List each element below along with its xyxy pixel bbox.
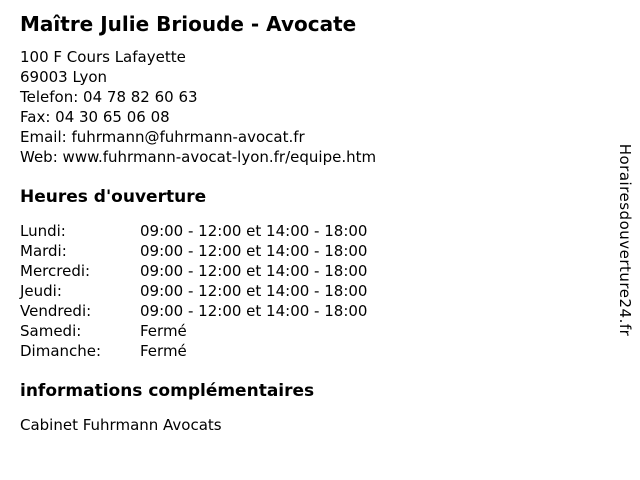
time-value: Fermé — [140, 322, 187, 340]
web-line: Web: www.fuhrmann-avocat-lyon.fr/equipe.… — [20, 147, 600, 167]
site-watermark: Horairesdouverture24.fr — [616, 143, 634, 337]
contact-block: 100 F Cours Lafayette 69003 Lyon Telefon… — [20, 47, 600, 167]
time-value: 09:00 - 12:00 et 14:00 - 18:00 — [140, 282, 368, 300]
time-value: Fermé — [140, 342, 187, 360]
hours-row-monday: Lundi: 09:00 - 12:00 et 14:00 - 18:00 — [20, 221, 600, 241]
opening-hours-heading: Heures d'ouverture — [20, 187, 207, 207]
day-label: Vendredi: — [20, 302, 92, 320]
additional-info-text: Cabinet Fuhrmann Avocats — [20, 416, 222, 434]
hours-row-wednesday: Mercredi: 09:00 - 12:00 et 14:00 - 18:00 — [20, 261, 600, 281]
day-label: Dimanche: — [20, 342, 102, 360]
time-value: 09:00 - 12:00 et 14:00 - 18:00 — [140, 302, 368, 320]
additional-info-heading: informations complémentaires — [20, 381, 315, 401]
day-label: Mercredi: — [20, 262, 91, 280]
opening-hours-table: Lundi: 09:00 - 12:00 et 14:00 - 18:00 Ma… — [20, 221, 600, 361]
hours-row-thursday: Jeudi: 09:00 - 12:00 et 14:00 - 18:00 — [20, 281, 600, 301]
address-line-2: 69003 Lyon — [20, 68, 108, 86]
web-value: www.fuhrmann-avocat-lyon.fr/equipe.htm — [62, 148, 377, 166]
time-value: 09:00 - 12:00 et 14:00 - 18:00 — [140, 222, 368, 240]
hours-row-friday: Vendredi: 09:00 - 12:00 et 14:00 - 18:00 — [20, 301, 600, 321]
day-label: Jeudi: — [20, 282, 62, 300]
fax-label: Fax: — [20, 108, 51, 126]
day-label: Lundi: — [20, 222, 66, 240]
day-label: Mardi: — [20, 242, 67, 260]
phone-label: Telefon: — [20, 88, 79, 106]
hours-row-saturday: Samedi: Fermé — [20, 321, 600, 341]
email-line: Email: fuhrmann@fuhrmann-avocat.fr — [20, 127, 600, 147]
address-line-1: 100 F Cours Lafayette — [20, 48, 186, 66]
time-value: 09:00 - 12:00 et 14:00 - 18:00 — [140, 242, 368, 260]
web-label: Web: — [20, 148, 58, 166]
page-title: Maître Julie Brioude - Avocate — [20, 12, 357, 36]
day-label: Samedi: — [20, 322, 82, 340]
fax-value: 04 30 65 06 08 — [55, 108, 170, 126]
hours-row-sunday: Dimanche: Fermé — [20, 341, 600, 361]
email-label: Email: — [20, 128, 67, 146]
hours-row-tuesday: Mardi: 09:00 - 12:00 et 14:00 - 18:00 — [20, 241, 600, 261]
phone-value: 04 78 82 60 63 — [83, 88, 198, 106]
time-value: 09:00 - 12:00 et 14:00 - 18:00 — [140, 262, 368, 280]
phone-line: Telefon: 04 78 82 60 63 — [20, 87, 600, 107]
fax-line: Fax: 04 30 65 06 08 — [20, 107, 600, 127]
listing-page: Maître Julie Brioude - Avocate 100 F Cou… — [20, 12, 600, 434]
email-value: fuhrmann@fuhrmann-avocat.fr — [71, 128, 305, 146]
